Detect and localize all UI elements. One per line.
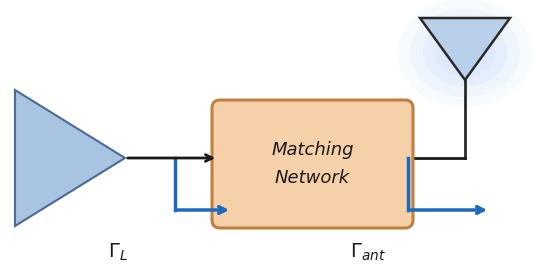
Ellipse shape bbox=[397, 0, 533, 108]
Ellipse shape bbox=[410, 9, 520, 97]
Text: Network: Network bbox=[275, 169, 350, 187]
Text: $\Gamma_{ant}$: $\Gamma_{ant}$ bbox=[350, 241, 386, 263]
Polygon shape bbox=[15, 90, 125, 226]
Ellipse shape bbox=[435, 29, 495, 77]
FancyBboxPatch shape bbox=[212, 100, 413, 228]
Polygon shape bbox=[420, 18, 510, 80]
Text: Matching: Matching bbox=[271, 141, 354, 159]
Text: $\Gamma_L$: $\Gamma_L$ bbox=[108, 241, 128, 263]
Ellipse shape bbox=[423, 19, 507, 87]
